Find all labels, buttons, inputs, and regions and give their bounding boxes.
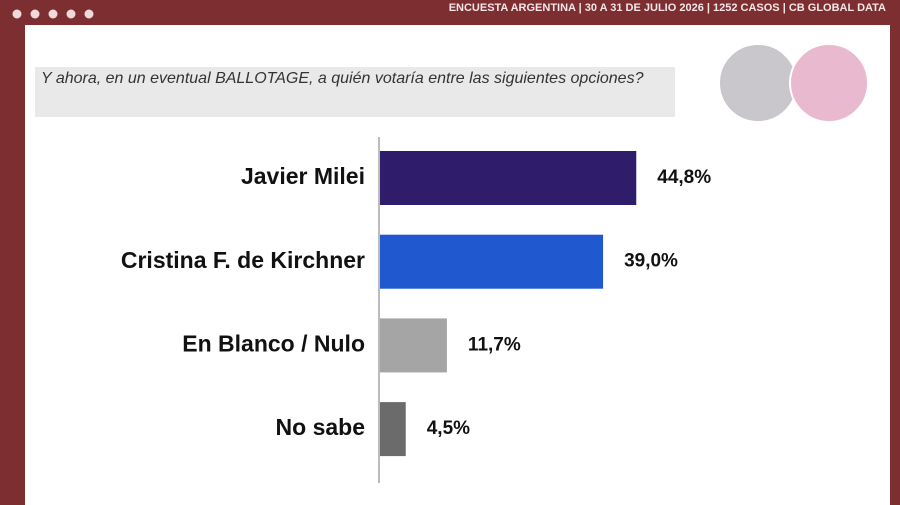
dots	[12, 9, 94, 19]
chart-title: Y ahora, en un eventual BALLOTAGE, a qui…	[35, 67, 675, 117]
category-label: Javier Milei	[241, 163, 365, 189]
value-label: 44,8%	[657, 167, 711, 188]
value-label: 11,7%	[468, 334, 521, 355]
photo-milei	[718, 43, 798, 123]
bar	[380, 402, 406, 457]
bar	[380, 234, 604, 289]
category-label: En Blanco / Nulo	[182, 330, 365, 356]
header-text: ENCUESTA ARGENTINA | 30 A 31 DE JULIO 20…	[448, 2, 886, 14]
category-label: Cristina F. de Kirchner	[121, 247, 365, 273]
photo-kirchner	[789, 43, 869, 123]
bar	[380, 318, 447, 373]
value-label: 4,5%	[427, 418, 470, 439]
bar	[380, 151, 637, 205]
category-label: No sabe	[276, 414, 365, 440]
value-label: 39,0%	[624, 251, 678, 272]
